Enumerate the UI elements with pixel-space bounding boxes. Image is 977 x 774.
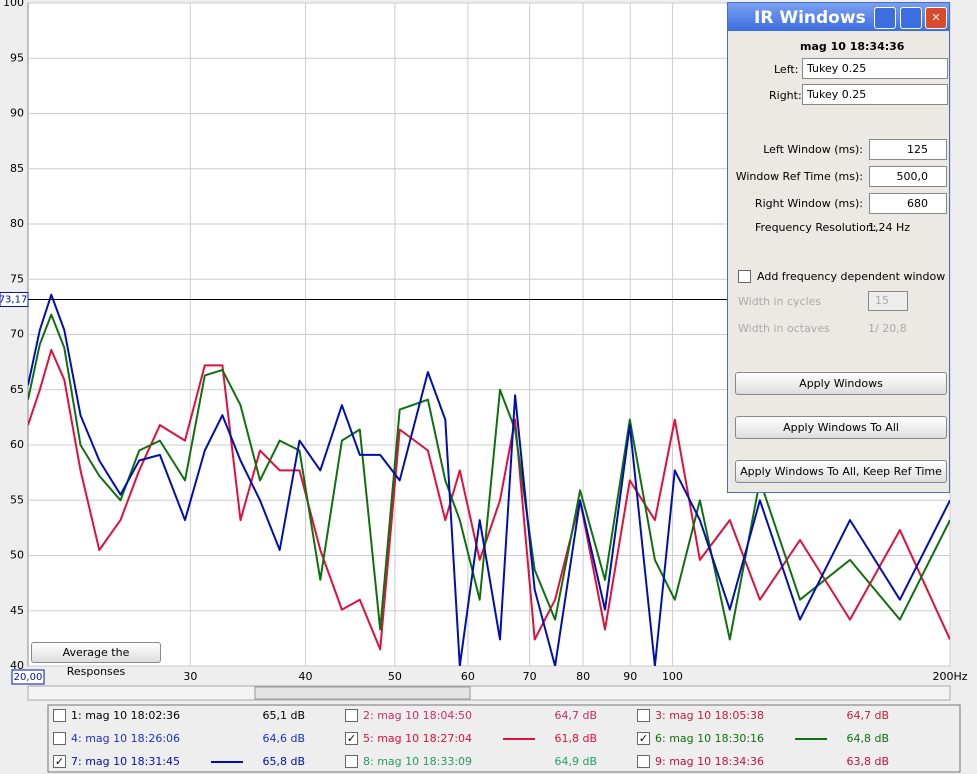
- legend-label: 5: mag 10 18:27:04: [363, 732, 473, 745]
- close[interactable]: ✕: [925, 7, 947, 29]
- octaves-label: Width in octaves: [738, 322, 830, 335]
- freq-dep-checkbox[interactable]: [738, 270, 751, 283]
- x-tick-label: 40: [299, 670, 313, 683]
- x-tick-label: 70: [523, 670, 537, 683]
- y-tick-label: 40: [10, 659, 24, 672]
- legend-checkbox[interactable]: ✓: [637, 732, 650, 745]
- legend-level: 64,9 dB: [554, 755, 597, 768]
- legend-checkbox[interactable]: [637, 755, 650, 768]
- legend-swatch: [503, 738, 535, 740]
- dialog-button[interactable]: Apply Windows: [735, 372, 947, 395]
- y-tick-label: 45: [10, 604, 24, 617]
- legend-checkbox[interactable]: [637, 709, 650, 722]
- y-tick-label: 65: [10, 383, 24, 396]
- minimize[interactable]: [874, 7, 896, 29]
- right-select[interactable]: Tukey 0.25: [802, 84, 948, 105]
- legend-label: 9: mag 10 18:34:36: [655, 755, 765, 768]
- legend-label: 3: mag 10 18:05:38: [655, 709, 765, 722]
- field-label: Window Ref Time (ms):: [735, 170, 863, 183]
- x-tick-label: 60: [461, 670, 475, 683]
- x-tick-label: 90: [623, 670, 637, 683]
- dialog-button[interactable]: Apply Windows To All, Keep Ref Time: [735, 460, 947, 483]
- timestamp: mag 10 18:34:36: [800, 40, 905, 53]
- trace: [28, 349, 950, 651]
- y-tick-label: 90: [10, 107, 24, 120]
- y-tick-label: 95: [10, 51, 24, 64]
- legend-checkbox[interactable]: ✓: [345, 732, 358, 745]
- field-label: Right Window (ms):: [754, 197, 863, 210]
- cursor-x-box: [11, 669, 45, 685]
- legend-swatch: [795, 738, 827, 740]
- field-input[interactable]: 680: [869, 193, 947, 214]
- legend-level: 64,6 dB: [262, 732, 305, 745]
- legend-checkbox[interactable]: [53, 732, 66, 745]
- freq-res: 1,24 Hz: [868, 221, 911, 234]
- right-label: Right:: [769, 89, 802, 102]
- x-tick-label: 200Hz: [932, 670, 967, 683]
- field-label: Left Window (ms):: [763, 143, 863, 156]
- legend-level: 63,8 dB: [846, 755, 889, 768]
- x-tick-label: 50: [388, 670, 402, 683]
- legend-label: 6: mag 10 18:30:16: [655, 732, 765, 745]
- legend-checkbox[interactable]: [345, 709, 358, 722]
- legend-level: 61,8 dB: [554, 732, 597, 745]
- legend-level: 65,8 dB: [262, 755, 305, 768]
- cursor-x-label: 20,00: [14, 672, 43, 683]
- legend-checkbox[interactable]: [345, 755, 358, 768]
- legend-level: 65,1 dB: [262, 709, 305, 722]
- legend-label: 1: mag 10 18:02:36: [71, 709, 181, 722]
- legend-checkbox[interactable]: [53, 709, 66, 722]
- dialog-button[interactable]: Apply Windows To All: [735, 416, 947, 439]
- axis-labels: 40 45 50 55 60 65 70 75 80 85 90 95 100 30 40 50 60 70 80 9…: [0, 0, 968, 685]
- left-label: Left:: [774, 63, 799, 76]
- y-tick-label: 85: [10, 162, 24, 175]
- legend-level: 64,8 dB: [846, 732, 889, 745]
- field-input[interactable]: 125: [869, 139, 947, 160]
- y-tick-label: 55: [10, 493, 24, 506]
- cycles-label: Width in cycles: [738, 295, 822, 308]
- y-tick-label: 50: [10, 549, 24, 562]
- legend-label: 8: mag 10 18:33:09: [363, 755, 473, 768]
- cycles-input: 15: [868, 291, 908, 311]
- x-tick-label: 80: [576, 670, 590, 683]
- legend-swatch: [211, 761, 243, 763]
- ir-windows-dialog: IR Windows ✕ mag 10 18:34:36 Left: Tukey…: [727, 2, 950, 493]
- octaves: 1/ 20,8: [868, 322, 907, 335]
- trace: [28, 313, 950, 641]
- legend-level: 64,7 dB: [846, 709, 889, 722]
- field-input[interactable]: 500,0: [869, 166, 947, 187]
- y-tick-label: 70: [10, 328, 24, 341]
- legend-label: 4: mag 10 18:26:06: [71, 732, 181, 745]
- scrollbar[interactable]: [27, 685, 951, 701]
- y-tick-label: 75: [10, 272, 24, 285]
- scroll-thumb[interactable]: [254, 686, 471, 700]
- legend-label: 2: mag 10 18:04:50: [363, 709, 473, 722]
- y-tick-label: 80: [10, 217, 24, 230]
- maximize[interactable]: [900, 7, 922, 29]
- freq-res-label: Frequency Resolution:: [755, 221, 877, 234]
- x-tick-label: 30: [183, 670, 197, 683]
- cursor-y-label: 73,17: [0, 294, 27, 305]
- y-tick-label: 60: [10, 438, 24, 451]
- left-select[interactable]: Tukey 0.25: [802, 58, 948, 79]
- y-tick-label: 100: [3, 0, 24, 9]
- legend-level: 64,7 dB: [554, 709, 597, 722]
- legend-checkbox[interactable]: ✓: [53, 755, 66, 768]
- dialog-title: IR Windows: [754, 8, 866, 28]
- freq-dep-label: Add frequency dependent window: [757, 270, 946, 283]
- x-tick-label: 100: [662, 670, 683, 683]
- average-button[interactable]: Average the Responses: [31, 642, 161, 678]
- legend-label: 7: mag 10 18:31:45: [71, 755, 181, 768]
- trace: [28, 293, 950, 666]
- cursor-y-box: [0, 291, 29, 307]
